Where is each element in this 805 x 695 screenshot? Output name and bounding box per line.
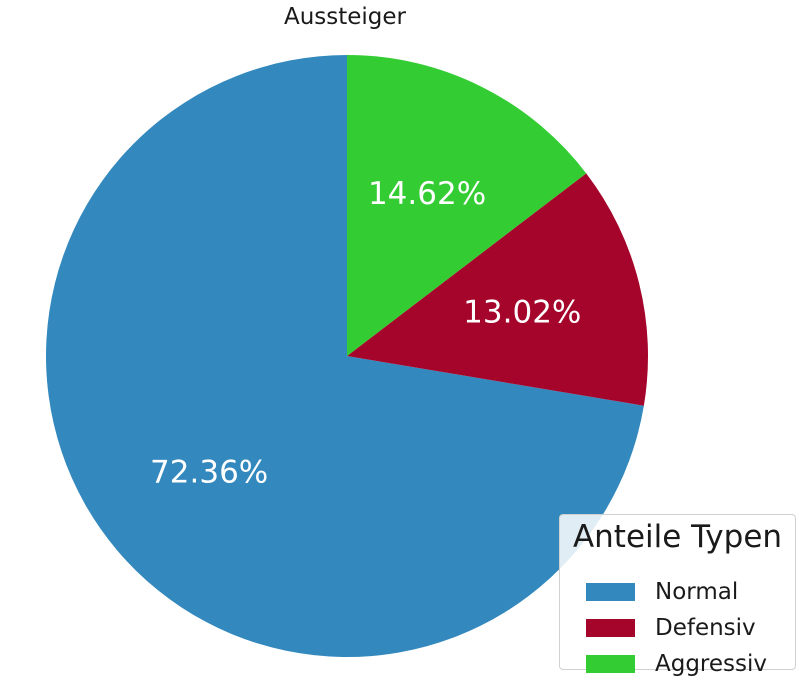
legend: Anteile Typen Normal Defensiv Aggressiv xyxy=(559,514,796,677)
legend-swatch-defensiv xyxy=(586,619,635,637)
pie-slice-defensiv xyxy=(347,173,648,406)
legend-entry-defensiv: Defensiv xyxy=(586,614,756,642)
legend-label-normal: Normal xyxy=(655,579,739,605)
pie-slice-aggressiv xyxy=(347,55,587,356)
pie-slice-normal xyxy=(45,55,644,657)
legend-label-defensiv: Defensiv xyxy=(655,615,756,641)
legend-title: Anteile Typen xyxy=(572,519,783,555)
pie-label-defensiv: 13.02% xyxy=(463,295,581,331)
legend-entry-aggressiv: Aggressiv xyxy=(586,650,767,678)
pie-slices xyxy=(45,55,648,657)
pie-slice-labels: 72.36% 13.02% 14.62% xyxy=(150,176,581,491)
legend-entry-normal: Normal xyxy=(586,578,738,606)
chart-title: Aussteiger xyxy=(283,4,407,30)
legend-swatch-normal xyxy=(586,583,635,601)
legend-label-aggressiv: Aggressiv xyxy=(655,651,768,677)
pie-label-normal: 72.36% xyxy=(150,455,268,491)
pie-label-aggressiv: 14.62% xyxy=(368,176,486,212)
legend-swatch-aggressiv xyxy=(586,655,635,673)
